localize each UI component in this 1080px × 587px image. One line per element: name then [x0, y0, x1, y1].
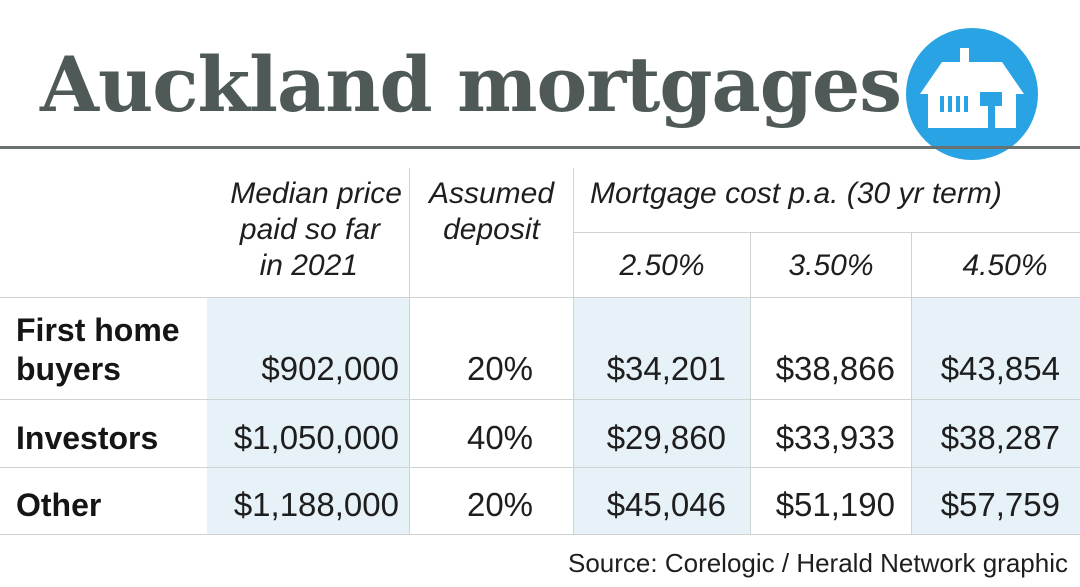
- cell-other-rate3: $57,759: [940, 486, 1060, 523]
- row-label-first-home-line2: buyers: [16, 351, 121, 387]
- col-divider-deposit: [409, 168, 410, 534]
- median-header-line1: Median price: [230, 177, 402, 210]
- col-divider-mortgage: [573, 168, 574, 534]
- cell-first-median: $902,000: [261, 350, 399, 387]
- cell-first-deposit: 20%: [466, 350, 534, 387]
- row-label-investors: Investors: [16, 420, 159, 456]
- cell-other-rate1: $45,046: [606, 486, 726, 523]
- cell-investors-rate1: $29,860: [606, 419, 726, 456]
- cell-other-median: $1,188,000: [233, 486, 399, 523]
- rate-header-1: 2.50%: [619, 249, 705, 282]
- row-label-other: Other: [16, 487, 102, 523]
- cell-first-rate1: $34,201: [606, 350, 726, 387]
- cell-investors-median: $1,050,000: [233, 419, 399, 456]
- cell-investors-deposit: 40%: [466, 419, 534, 456]
- row-rule-1: [0, 399, 1080, 400]
- median-column-shade: [207, 298, 409, 534]
- cell-investors-rate3: $38,287: [940, 419, 1060, 456]
- deposit-header-line1: Assumed: [428, 177, 555, 210]
- header-bottom-rule: [0, 297, 1080, 298]
- row-rule-2: [0, 467, 1080, 468]
- rate3-column-shade: [912, 298, 1080, 534]
- title-divider: [0, 146, 1080, 149]
- cell-other-deposit: 20%: [466, 486, 534, 523]
- house-icon: [906, 28, 1038, 160]
- table-bottom-rule: [0, 534, 1080, 535]
- col-divider-rate3: [911, 232, 912, 534]
- rate-header-2: 3.50%: [788, 249, 874, 282]
- col-divider-rate2: [750, 232, 751, 534]
- cell-first-rate3: $43,854: [940, 350, 1060, 387]
- cell-investors-rate2: $33,933: [775, 419, 895, 456]
- mortgage-header: Mortgage cost p.a. (30 yr term): [590, 177, 1002, 210]
- rate-header-rule: [574, 232, 1080, 233]
- median-header-line3: in 2021: [259, 249, 358, 282]
- deposit-header-line2: deposit: [443, 213, 540, 246]
- rate-header-3: 4.50%: [962, 249, 1048, 282]
- rate1-column-shade: [574, 298, 750, 534]
- median-header-line2: paid so far: [239, 213, 380, 246]
- cell-other-rate2: $51,190: [775, 486, 895, 523]
- page-title: Auckland mortgages: [40, 40, 902, 129]
- row-label-first-home-line1: First home: [16, 312, 180, 348]
- cell-first-rate2: $38,866: [775, 350, 895, 387]
- source-note: Source: Corelogic / Herald Network graph…: [568, 548, 1068, 578]
